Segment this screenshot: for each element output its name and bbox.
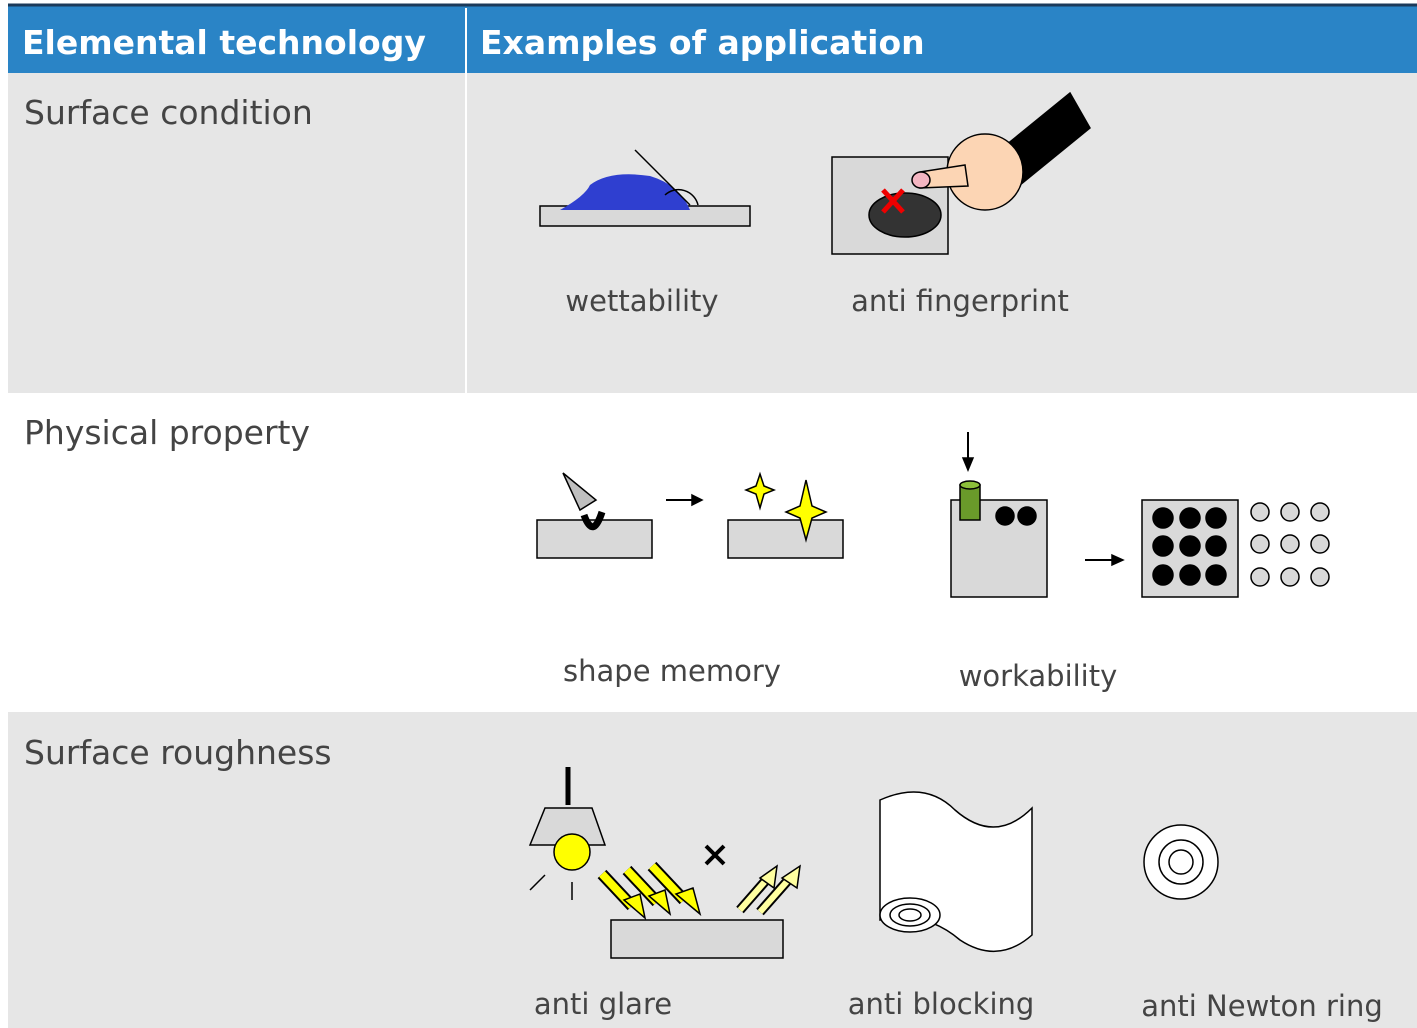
example-label: wettability (565, 284, 718, 318)
anti-glare-icon (528, 767, 801, 959)
example-label: anti glare (534, 987, 672, 1021)
header-bar (8, 5, 1417, 73)
anti-blocking-icon (879, 791, 1033, 952)
technology: Physical property (24, 413, 310, 452)
technology: Surface condition (24, 93, 313, 132)
shape-memory-icon (536, 471, 844, 559)
fingerprint-icon (831, 91, 1091, 255)
technology: Surface roughness (24, 733, 332, 772)
header-cell: Examples of application (480, 23, 925, 62)
example-label: workability (959, 659, 1118, 693)
row-bg (8, 73, 1417, 393)
example-label: anti blocking (848, 987, 1035, 1021)
newton-ring-icon (1143, 824, 1219, 900)
example-label: anti fingerprint (851, 284, 1069, 318)
workability-icon (950, 432, 1330, 598)
example-label: anti Newton ring (1141, 989, 1383, 1023)
header-cell: Elemental technology (22, 23, 426, 62)
wettability-icon (539, 149, 751, 227)
example-label: shape memory (563, 654, 781, 688)
